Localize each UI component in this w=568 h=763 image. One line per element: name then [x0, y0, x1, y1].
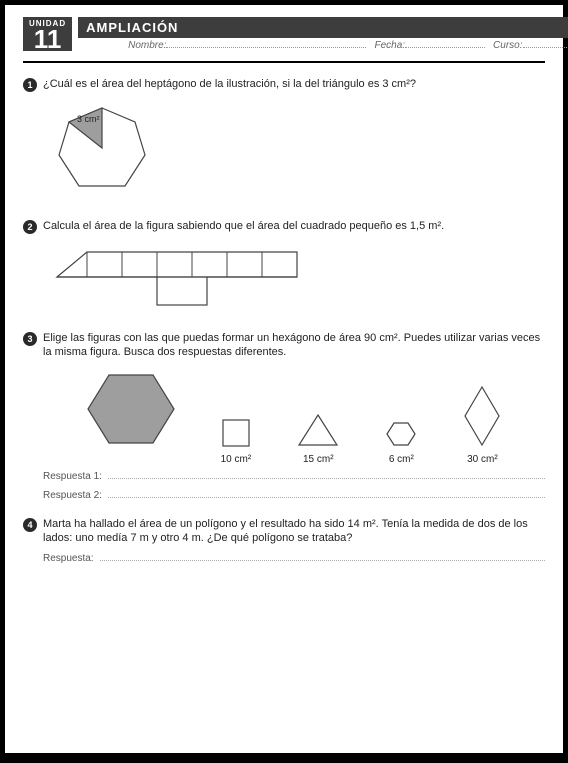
question-3: 3 Elige las figuras con las que puedas f… — [23, 331, 545, 501]
rhombus-label: 30 cm² — [462, 454, 502, 465]
form-row: Nombre: Fecha: Curso: — [128, 38, 568, 51]
triangle-label: 15 cm² — [296, 454, 340, 465]
q2-text: Calcula el área de la figura sabiendo qu… — [43, 219, 444, 233]
unit-box: UNIDAD 11 — [23, 17, 72, 51]
title-bar: AMPLIACIÓN — [78, 17, 568, 38]
shape-rhombus: 30 cm² — [462, 384, 502, 465]
question-2: 2 Calcula el área de la figura sabiendo … — [23, 219, 545, 315]
q2-number: 2 — [23, 220, 37, 234]
date-field[interactable]: Fecha: — [374, 38, 485, 51]
course-field[interactable]: Curso: — [493, 38, 568, 51]
q1-figure: 3 cm² — [47, 100, 545, 203]
shape-triangle: 15 cm² — [296, 412, 340, 465]
divider — [23, 61, 545, 63]
q3-shapes: 10 cm² 15 cm² 6 cm² 30 cm² — [63, 370, 525, 465]
square-label: 10 cm² — [221, 454, 252, 465]
q2-figure — [47, 242, 545, 315]
q3-resp2[interactable]: Respuesta 2: — [43, 490, 545, 501]
shape-small-hex: 6 cm² — [385, 420, 417, 465]
worksheet-page: UNIDAD 11 AMPLIACIÓN Nombre: Fecha: Curs… — [5, 5, 563, 753]
unit-number: 11 — [29, 28, 66, 51]
question-4: 4 Marta ha hallado el área de un polígon… — [23, 517, 545, 565]
q3-text: Elige las figuras con las que puedas for… — [43, 331, 545, 360]
q4-text: Marta ha hallado el área de un polígono … — [43, 517, 545, 546]
shape-square: 10 cm² — [221, 418, 252, 465]
small-hex-label: 6 cm² — [385, 454, 417, 465]
q1-tri-label: 3 cm² — [77, 114, 100, 124]
name-field[interactable]: Nombre: — [128, 38, 366, 51]
q4-number: 4 — [23, 518, 37, 532]
q1-number: 1 — [23, 78, 37, 92]
header: UNIDAD 11 AMPLIACIÓN Nombre: Fecha: Curs… — [23, 17, 545, 57]
q4-resp[interactable]: Respuesta: — [43, 553, 545, 564]
q3-number: 3 — [23, 332, 37, 346]
q3-resp1[interactable]: Respuesta 1: — [43, 471, 545, 482]
q1-text: ¿Cuál es el área del heptágono de la ilu… — [43, 77, 416, 91]
question-1: 1 ¿Cuál es el área del heptágono de la i… — [23, 77, 545, 203]
shape-hexagon-big — [86, 370, 176, 465]
